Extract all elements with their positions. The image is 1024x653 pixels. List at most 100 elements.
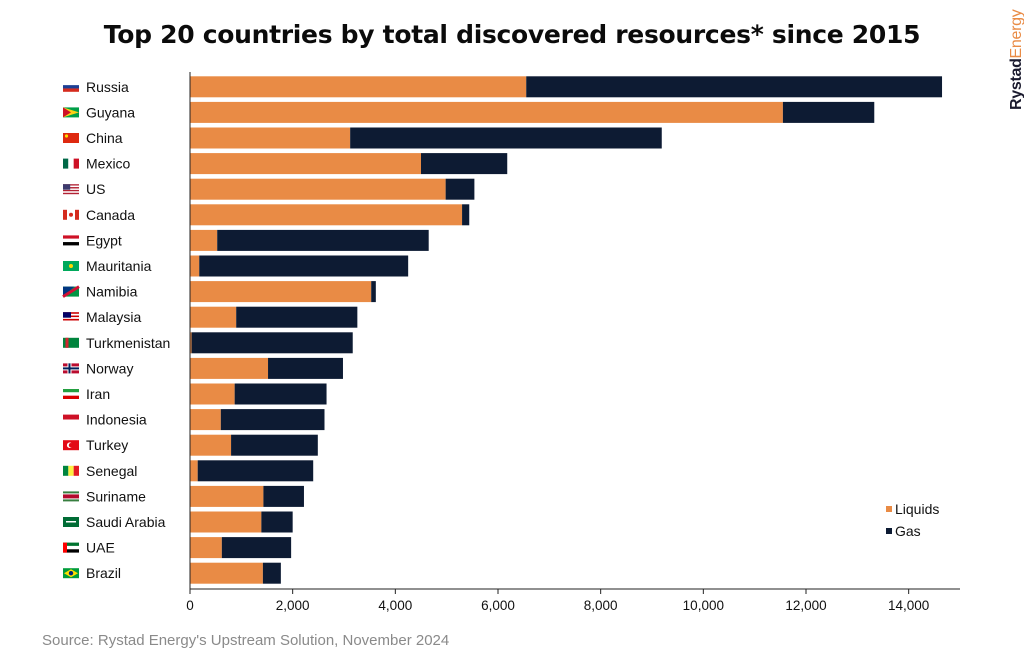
senegal-flag-icon [63, 465, 79, 476]
suriname-flag-icon [63, 491, 79, 502]
bar-gas-turkey [231, 434, 318, 456]
category-label: Egypt [86, 232, 122, 248]
bars-layer [190, 76, 943, 584]
category-label: Mauritania [86, 258, 152, 274]
rystad-energy-logo: RystadEnergy [1008, 10, 1024, 110]
indonesia-flag-icon [63, 414, 79, 425]
bar-liquids-uae [190, 537, 222, 559]
bar-gas-norway [268, 357, 343, 379]
x-tick-label: 0 [186, 598, 194, 613]
category-labels: Russia Guyana China Mexico US Canada Egypt Maur… [86, 79, 170, 581]
x-tick-label: 4,000 [378, 598, 412, 613]
category-label: Turkmenistan [86, 335, 170, 351]
category-label: Saudi Arabia [86, 514, 166, 530]
bar-liquids-indonesia [190, 409, 221, 431]
bar-gas-malaysia [236, 306, 358, 328]
bar-gas-mexico [421, 153, 508, 175]
bar-gas-russia [526, 76, 943, 98]
mauritania-flag-icon [63, 261, 79, 271]
bar-gas-mauritania [199, 255, 409, 277]
brazil-flag-icon [63, 568, 79, 579]
category-label: Russia [86, 79, 129, 95]
category-label: Norway [86, 360, 133, 376]
bar-liquids-turkmenistan [190, 332, 192, 354]
bar-gas-turkmenistan [191, 332, 353, 354]
china-flag-icon [63, 133, 79, 143]
category-label: Brazil [86, 565, 121, 581]
canada-flag-icon [63, 209, 79, 220]
bar-gas-canada [462, 204, 470, 226]
bar-liquids-senegal [190, 460, 198, 482]
bar-liquids-norway [190, 357, 269, 379]
bar-gas-indonesia [220, 409, 325, 431]
brand-part1: Rystad [1008, 58, 1024, 110]
category-label: US [86, 181, 105, 197]
bar-gas-us [445, 178, 475, 200]
turkmenistan-flag-icon [63, 337, 79, 348]
egypt-flag-icon [63, 235, 79, 246]
saudi-arabia-flag-icon [63, 517, 79, 527]
category-label: Indonesia [86, 412, 147, 428]
bar-liquids-china [190, 127, 351, 149]
bar-liquids-us [190, 178, 446, 200]
chart-title: Top 20 countries by total discovered res… [103, 20, 921, 49]
category-label: UAE [86, 540, 115, 556]
x-tick-label: 2,000 [276, 598, 310, 613]
bar-gas-senegal [197, 460, 314, 482]
category-label: Iran [86, 386, 110, 402]
bar-gas-saudi-arabia [261, 511, 293, 533]
bar-gas-suriname [263, 485, 304, 507]
bar-gas-china [350, 127, 662, 149]
category-label: Suriname [86, 488, 146, 504]
bar-gas-uae [221, 537, 292, 559]
mexico-flag-icon [63, 158, 79, 169]
x-tick-label: 14,000 [888, 598, 929, 613]
bar-liquids-saudi-arabia [190, 511, 262, 533]
iran-flag-icon [63, 389, 79, 399]
norway-flag-icon [63, 363, 79, 374]
category-label: Mexico [86, 156, 131, 172]
x-tick-label: 8,000 [584, 598, 618, 613]
category-label: Malaysia [86, 309, 141, 325]
bar-liquids-mexico [190, 153, 421, 175]
legend-label-liquids: Liquids [895, 501, 939, 517]
bar-liquids-guyana [190, 101, 783, 123]
category-label: Guyana [86, 104, 135, 120]
russia-flag-icon [63, 81, 79, 92]
guyana-flag-icon [63, 107, 79, 118]
category-label: Namibia [86, 284, 138, 300]
category-label: China [86, 130, 123, 146]
bar-gas-iran [234, 383, 327, 405]
bar-gas-namibia [371, 281, 376, 303]
category-label: Senegal [86, 463, 137, 479]
us-flag-icon [63, 184, 79, 195]
bar-liquids-malaysia [190, 306, 237, 328]
bar-liquids-suriname [190, 485, 264, 507]
bar-liquids-mauritania [190, 255, 200, 277]
x-tick-label: 10,000 [683, 598, 724, 613]
bar-liquids-turkey [190, 434, 232, 456]
x-axis: 0 2,000 4,000 6,000 8,000 10,000 12,000 14,000 [186, 72, 960, 613]
legend-label-gas: Gas [895, 523, 921, 539]
uae-flag-icon [63, 542, 79, 553]
malaysia-flag-icon [63, 312, 79, 323]
bar-liquids-brazil [190, 562, 263, 584]
flags-layer [62, 81, 80, 579]
brand-part2: Energy [1008, 9, 1024, 59]
bar-liquids-egypt [190, 229, 218, 251]
namibia-flag-icon [62, 285, 80, 298]
legend: Liquids Gas [886, 501, 939, 539]
x-tick-label: 12,000 [785, 598, 826, 613]
turkey-flag-icon [63, 440, 79, 451]
bar-gas-brazil [262, 562, 281, 584]
bar-liquids-iran [190, 383, 235, 405]
bar-liquids-russia [190, 76, 527, 98]
category-label: Turkey [86, 437, 128, 453]
bar-gas-guyana [782, 101, 875, 123]
legend-swatch-liquids [886, 506, 892, 512]
legend-swatch-gas [886, 528, 892, 534]
bar-liquids-namibia [190, 281, 372, 303]
source-note: Source: Rystad Energy's Upstream Solutio… [42, 632, 450, 649]
bar-liquids-canada [190, 204, 463, 226]
